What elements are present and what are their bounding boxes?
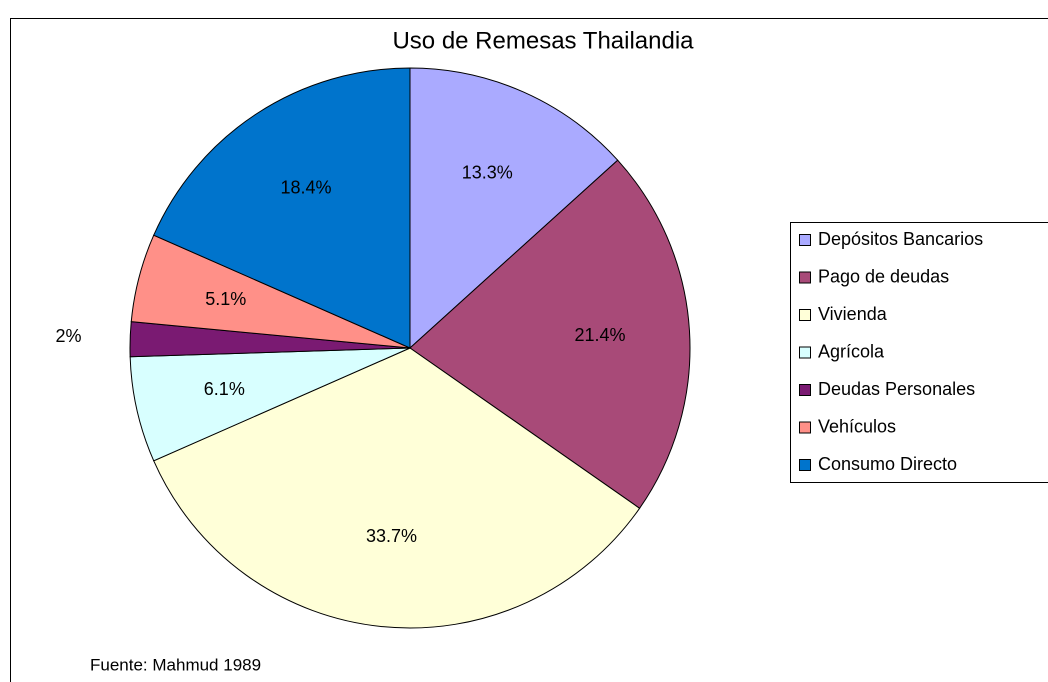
data-label: 2%	[56, 326, 82, 346]
data-label: 21.4%	[575, 325, 626, 345]
legend-swatch	[799, 384, 811, 396]
legend-swatch	[799, 421, 811, 434]
legend-label: Deudas Personales	[818, 379, 975, 399]
legend-swatch	[799, 271, 811, 284]
legend-label: Pago de deudas	[818, 266, 949, 286]
legend-box	[790, 222, 1048, 483]
pie-slice	[153, 67, 411, 349]
legend-swatch	[799, 459, 811, 471]
data-label: 5.1%	[205, 289, 246, 309]
data-label: 6.1%	[204, 379, 245, 399]
legend-label: Vivienda	[818, 304, 888, 324]
legend-swatch	[799, 234, 811, 246]
data-label: 18.4%	[280, 177, 331, 197]
legend-swatch	[799, 309, 811, 321]
legend-label: Agrícola	[818, 341, 885, 361]
pie-slice	[409, 159, 691, 509]
legend-label: Vehículos	[818, 416, 896, 436]
data-label: 33.7%	[366, 526, 417, 546]
legend-swatch	[799, 346, 811, 359]
chart-title: Uso de Remesas Thailandia	[392, 27, 694, 54]
pie-slice	[153, 347, 641, 629]
source-note: Fuente: Mahmud 1989	[90, 655, 261, 674]
legend-label: Depósitos Bancarios	[818, 229, 983, 249]
data-label: 13.3%	[462, 163, 513, 183]
legend-label: Consumo Directo	[818, 454, 957, 474]
pie-slice	[409, 67, 619, 350]
